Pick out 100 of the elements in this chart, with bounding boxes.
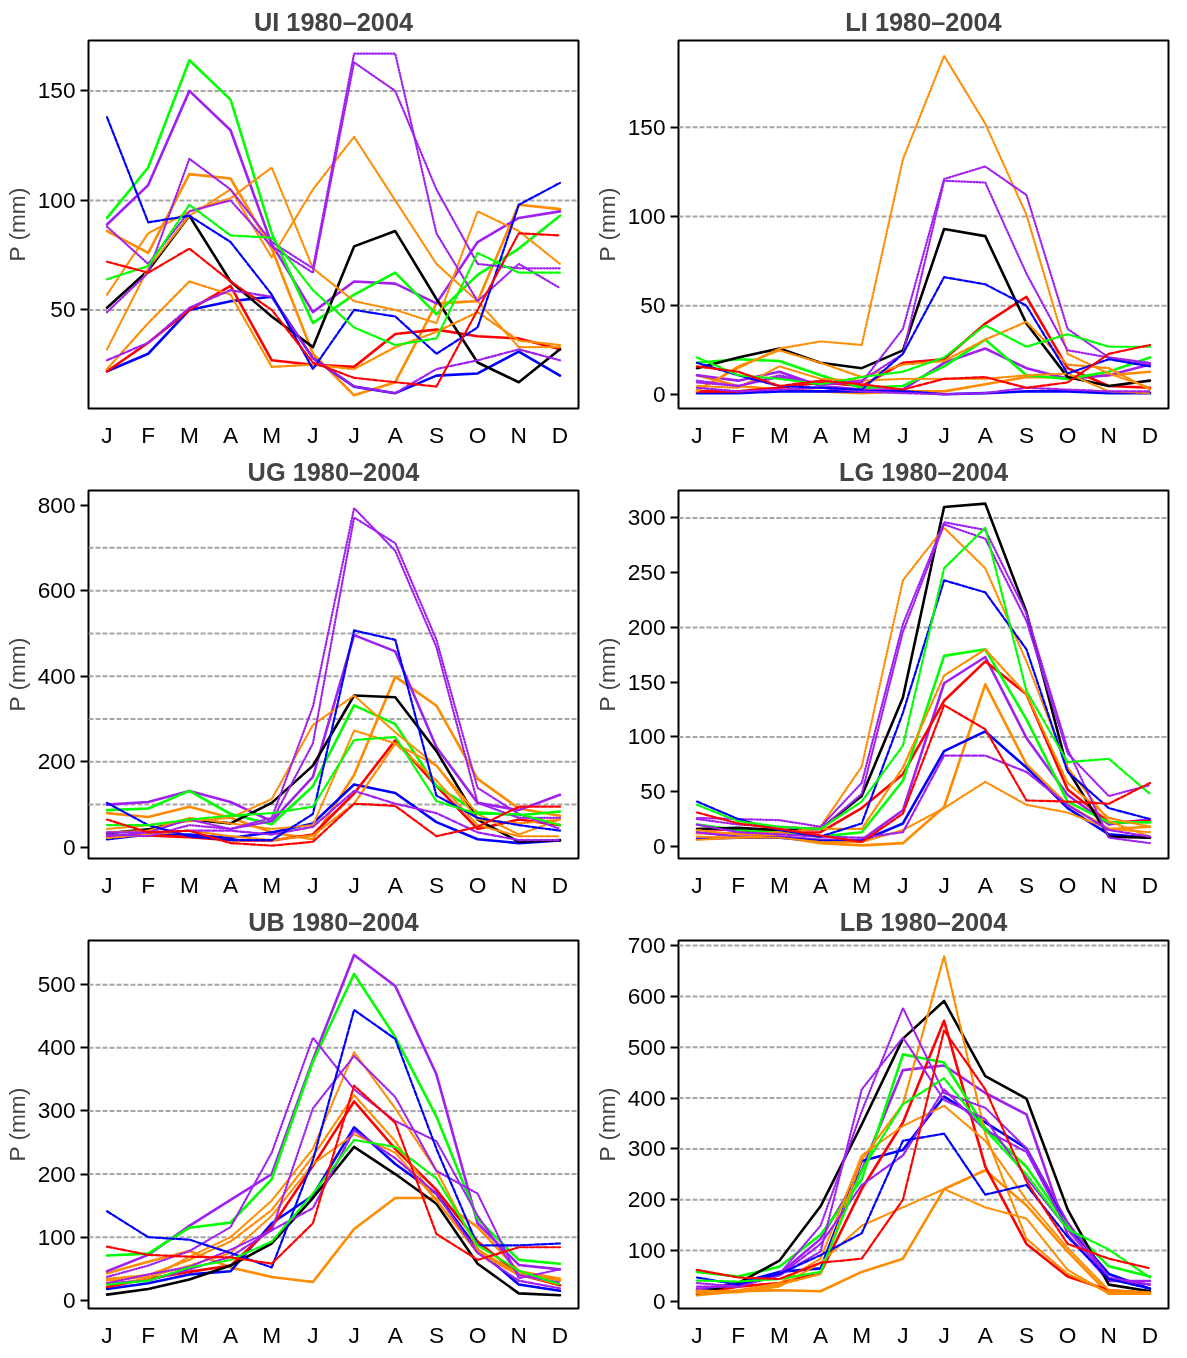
x-tick-label: J [938, 421, 950, 448]
y-tick-label: 400 [37, 662, 76, 689]
x-tick-label: M [769, 421, 789, 448]
x-tick-label: M [179, 1321, 199, 1348]
x-tick-label: J [101, 421, 113, 448]
x-tick-label: O [468, 871, 487, 898]
x-tick-label: D [1141, 1321, 1159, 1348]
chart-title: LB 1980–2004 [839, 907, 1008, 936]
x-tick-label: J [348, 871, 360, 898]
x-tick-label: A [223, 871, 239, 898]
x-tick-label: J [348, 1321, 360, 1348]
x-tick-label: O [1058, 871, 1077, 898]
y-tick-label: 200 [37, 1160, 76, 1187]
chart-title: UB 1980–2004 [248, 907, 419, 936]
y-tick-label: 100 [627, 1237, 666, 1264]
x-tick-label: S [1018, 1321, 1035, 1348]
y-tick-label: 600 [627, 982, 666, 1009]
y-tick-label: 500 [627, 1033, 666, 1060]
x-tick-label: F [731, 421, 746, 448]
y-axis-title: P (mm) [593, 1087, 620, 1162]
x-tick-label: D [1141, 871, 1159, 898]
x-tick-label: A [387, 421, 404, 448]
x-tick-label: F [141, 871, 156, 898]
x-tick-label: N [510, 871, 527, 898]
y-tick-label: 0 [62, 833, 76, 860]
y-axis-title: P (mm) [3, 637, 30, 712]
y-tick-label: 150 [627, 668, 666, 695]
x-tick-label: F [141, 1321, 156, 1348]
x-tick-label: A [223, 1321, 239, 1348]
x-tick-label: J [897, 871, 909, 898]
y-tick-label: 50 [50, 296, 76, 323]
x-tick-label: D [551, 421, 569, 448]
x-tick-label: N [1100, 871, 1117, 898]
x-tick-label: J [101, 871, 113, 898]
x-tick-label: S [428, 871, 445, 898]
x-tick-label: S [428, 421, 445, 448]
x-tick-label: M [262, 421, 282, 448]
x-tick-label: N [510, 421, 527, 448]
x-tick-label: O [1058, 1321, 1077, 1348]
x-tick-label: A [977, 1321, 994, 1348]
x-tick-label: D [551, 871, 569, 898]
y-tick-label: 600 [37, 577, 76, 604]
x-tick-label: A [813, 1321, 829, 1348]
x-tick-label: A [977, 871, 994, 898]
x-tick-label: M [179, 871, 199, 898]
y-tick-label: 0 [652, 381, 666, 408]
x-tick-label: J [691, 421, 703, 448]
y-axis-title: P (mm) [3, 187, 30, 262]
y-tick-label: 50 [640, 292, 666, 319]
x-tick-label: A [977, 421, 994, 448]
x-tick-label: J [938, 1321, 950, 1348]
x-tick-label: J [307, 871, 319, 898]
y-tick-label: 100 [37, 1223, 76, 1250]
y-tick-label: 300 [627, 1135, 666, 1162]
y-tick-label: 200 [37, 748, 76, 775]
y-tick-label: 150 [37, 77, 76, 104]
x-tick-label: A [387, 871, 404, 898]
x-tick-label: M [769, 871, 789, 898]
y-tick-label: 250 [627, 559, 666, 586]
x-tick-label: M [852, 1321, 872, 1348]
x-tick-label: N [1100, 421, 1117, 448]
x-tick-label: M [852, 421, 872, 448]
chart-title: UG 1980–2004 [247, 457, 420, 486]
x-tick-label: J [691, 871, 703, 898]
y-tick-label: 300 [627, 504, 666, 531]
x-tick-label: D [1141, 421, 1159, 448]
x-tick-label: A [223, 421, 239, 448]
x-tick-label: M [262, 1321, 282, 1348]
y-tick-label: 500 [37, 971, 76, 998]
y-tick-label: 100 [627, 202, 666, 229]
y-tick-label: 200 [627, 1186, 666, 1213]
y-axis-title: P (mm) [593, 187, 620, 262]
x-tick-label: F [731, 1321, 746, 1348]
x-tick-label: A [387, 1321, 404, 1348]
x-tick-label: S [1018, 421, 1035, 448]
x-tick-label: M [852, 871, 872, 898]
x-tick-label: J [691, 1321, 703, 1348]
x-tick-label: M [179, 421, 199, 448]
y-tick-label: 800 [37, 491, 76, 518]
chart-title: LI 1980–2004 [845, 7, 1002, 36]
x-tick-label: M [769, 1321, 789, 1348]
chart-title: UI 1980–2004 [253, 7, 414, 36]
x-tick-label: S [428, 1321, 445, 1348]
y-tick-label: 400 [37, 1034, 76, 1061]
y-axis-title: P (mm) [593, 637, 620, 712]
x-tick-label: F [731, 871, 746, 898]
x-tick-label: O [1058, 421, 1077, 448]
y-tick-label: 300 [37, 1097, 76, 1124]
chart-title: LG 1980–2004 [839, 457, 1009, 486]
x-tick-label: O [468, 421, 487, 448]
x-tick-label: F [141, 421, 156, 448]
x-tick-label: N [1100, 1321, 1117, 1348]
y-axis-title: P (mm) [3, 1087, 30, 1162]
y-tick-label: 200 [627, 613, 666, 640]
x-tick-label: N [510, 1321, 527, 1348]
x-tick-label: J [348, 421, 360, 448]
y-tick-label: 700 [627, 932, 666, 959]
x-tick-label: J [897, 421, 909, 448]
x-tick-label: J [897, 1321, 909, 1348]
x-tick-label: A [813, 421, 829, 448]
